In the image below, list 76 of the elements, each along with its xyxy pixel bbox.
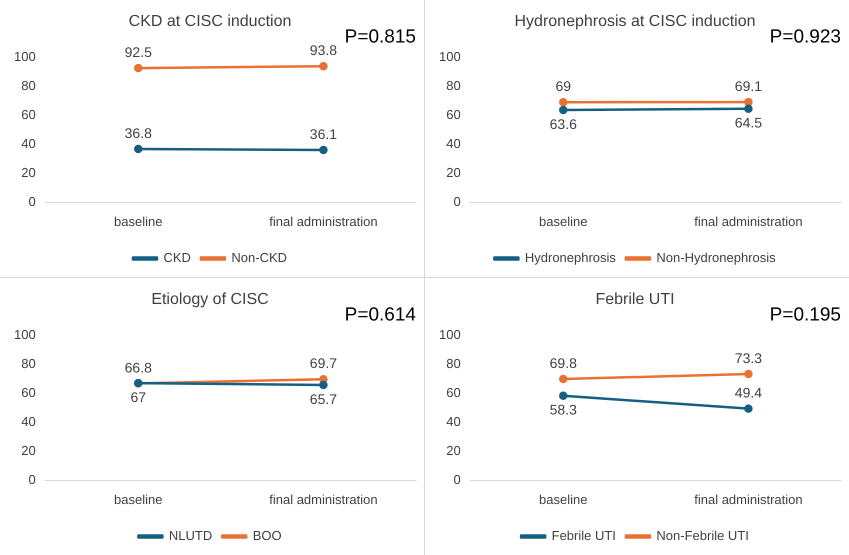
legend-label: Non-CKD <box>231 250 288 266</box>
y-tick-label: 40 <box>446 136 461 151</box>
y-tick-label: 80 <box>21 78 36 93</box>
data-label: 66.8 <box>124 359 152 376</box>
y-tick-label: 20 <box>21 442 36 458</box>
legend-label: Non-Hydronephrosis <box>656 250 776 266</box>
data-label: 63.6 <box>550 116 578 132</box>
y-tick-label: 60 <box>446 106 461 122</box>
y-tick-label: 40 <box>446 414 461 429</box>
legend-label: CKD <box>163 250 191 266</box>
y-tick-label: 80 <box>21 356 36 371</box>
point <box>559 374 568 384</box>
data-label: 92.5 <box>124 44 152 60</box>
chart-title: Febrile UTI <box>595 291 675 308</box>
point <box>559 98 568 106</box>
y-tick-label: 60 <box>21 106 36 122</box>
y-tick-label: 40 <box>21 414 36 429</box>
data-label: 58.3 <box>550 402 578 418</box>
x-tick-label: final administration <box>269 492 378 507</box>
y-tick-label: 100 <box>14 48 36 64</box>
point <box>319 62 328 70</box>
legend-label: Febrile UTI <box>552 528 616 544</box>
text: P=0.815 <box>344 26 416 48</box>
chart-title: Hydronephrosis at CISC induction <box>514 13 756 30</box>
x-tick-label: baseline <box>114 492 162 507</box>
y-tick-label: 100 <box>14 326 36 342</box>
y-tick-label: 60 <box>21 384 36 400</box>
data-label: 64.5 <box>734 114 762 131</box>
data-label: 65.7 <box>310 390 338 407</box>
point <box>744 104 753 113</box>
point <box>559 392 568 400</box>
point <box>319 146 328 154</box>
legend-label: Hydronephrosis <box>524 250 616 266</box>
chart-title: Etiology of CISC <box>151 291 269 308</box>
y-tick-label: 80 <box>446 78 461 93</box>
x-tick-label: final administration <box>694 492 803 507</box>
y-tick-label: 0 <box>28 194 36 209</box>
data-label: 69.7 <box>310 355 338 372</box>
x-tick-label: final administration <box>694 214 803 229</box>
data-label: 93.8 <box>310 42 338 58</box>
data-label: 67 <box>130 388 146 405</box>
point <box>134 144 143 154</box>
legend-label: Non-Febrile UTI <box>656 528 749 544</box>
x-tick-label: baseline <box>539 492 588 507</box>
point <box>744 404 753 413</box>
y-tick-label: 100 <box>438 48 461 64</box>
point <box>744 370 753 378</box>
legend-label: NLUTD <box>168 528 212 544</box>
data-label: 73.3 <box>734 350 762 366</box>
legend-label: BOO <box>252 528 282 544</box>
data-label: 49.4 <box>734 384 762 401</box>
y-tick-label: 20 <box>21 164 36 180</box>
y-tick-label: 80 <box>446 356 461 371</box>
y-tick-label: 100 <box>438 326 461 342</box>
y-tick-label: 0 <box>453 194 461 209</box>
data-label: 36.8 <box>124 124 152 141</box>
y-tick-label: 20 <box>446 442 461 458</box>
y-tick-label: 0 <box>453 472 461 487</box>
x-tick-label: baseline <box>539 214 588 229</box>
point <box>134 64 143 72</box>
point <box>559 106 568 114</box>
text: P=0.195 <box>770 304 841 326</box>
y-tick-label: 0 <box>28 472 36 487</box>
point <box>744 98 753 106</box>
data-label: 69.1 <box>734 78 762 94</box>
data-label: 69 <box>555 78 572 94</box>
y-tick-label: 40 <box>21 136 36 151</box>
chart-title: CKD at CISC induction <box>128 13 292 30</box>
x-tick-label: final administration <box>269 214 378 229</box>
data-label: 36.1 <box>310 126 338 142</box>
x-tick-label: baseline <box>114 214 162 229</box>
text: P=0.923 <box>770 26 841 48</box>
y-tick-label: 20 <box>446 164 461 180</box>
data-label: 69.8 <box>550 354 578 371</box>
y-tick-label: 60 <box>446 384 461 400</box>
text: P=0.614 <box>344 304 416 326</box>
